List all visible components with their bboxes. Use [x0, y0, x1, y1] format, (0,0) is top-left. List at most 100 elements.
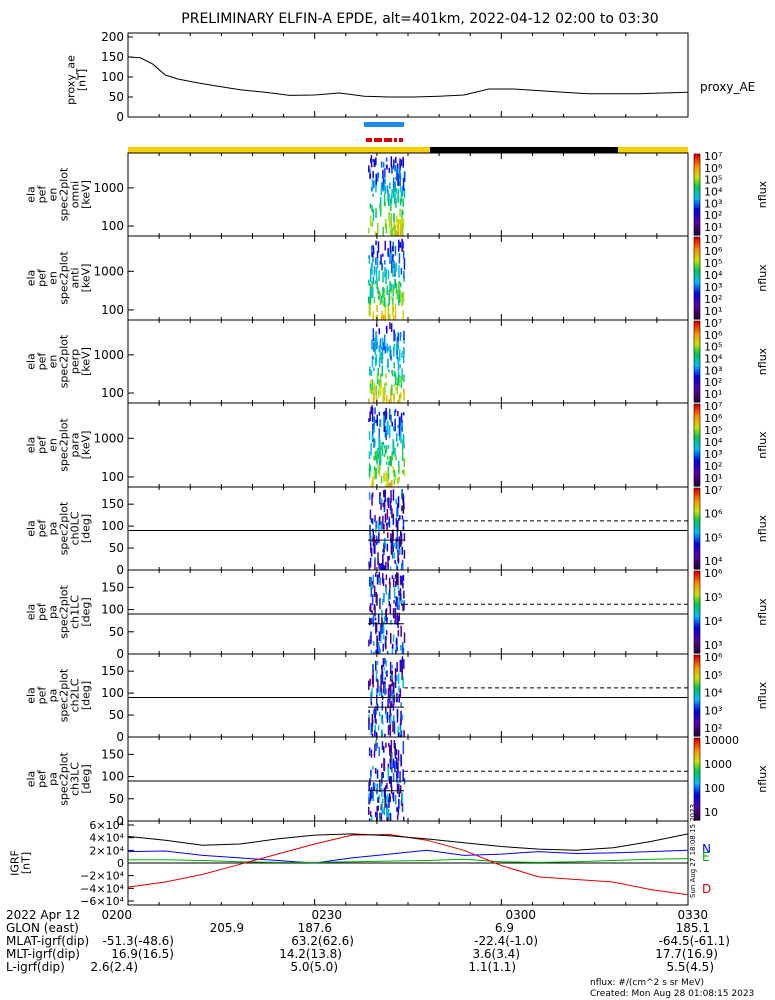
- y-tick-label: 100: [101, 303, 124, 317]
- spectrogram-pixel: [400, 530, 402, 537]
- side-stamp: Sun Aug 27 18:08:15 2023: [689, 804, 697, 898]
- colorbar-swatch: [694, 773, 700, 777]
- spectrogram-pixel: [382, 554, 384, 564]
- spectrogram-pixel: [391, 422, 393, 427]
- colorbar-frame: [693, 320, 701, 403]
- spectrogram-pixel: [381, 664, 383, 676]
- colorbar-tick-label: 10⁷: [704, 150, 722, 163]
- colorbar-swatch: [694, 650, 700, 654]
- spectrogram-pixel: [394, 574, 397, 579]
- spectrogram-pixel: [379, 812, 381, 820]
- spectrogram-pixel: [397, 585, 400, 590]
- spectrogram-pixel: [368, 717, 370, 730]
- spectrogram-pixel: [377, 797, 379, 803]
- spectrogram-pixel: [396, 289, 398, 300]
- spectrogram-pixel: [368, 398, 370, 403]
- spectrogram-pixel: [394, 795, 397, 805]
- spectrogram-pixel: [401, 515, 404, 520]
- spectrogram-pixel: [393, 383, 396, 388]
- spectrogram-pixel: [375, 257, 377, 265]
- spectrogram-pixel: [390, 684, 392, 688]
- spectrogram-pixel: [392, 287, 394, 295]
- colorbar-ch2lc: 10⁶ 10⁵ 10⁴ 10³ 10² nflux: [693, 651, 769, 737]
- panel-perp: 1000100elapefenspec2plotperp[keV]10⁷10⁶1…: [25, 317, 769, 404]
- spectrogram-pixel: [384, 537, 386, 547]
- spectrogram-pixel: [382, 549, 384, 553]
- y-tick-label: 150: [101, 580, 124, 594]
- spectrogram-pixel: [388, 474, 390, 480]
- colorbar-frame: [693, 403, 701, 487]
- colorbar-swatch: [694, 239, 700, 243]
- spectrogram-pixel: [379, 351, 382, 360]
- spectrogram-pixel: [384, 185, 386, 194]
- colorbar-swatch: [694, 628, 700, 632]
- colorbar-swatch: [694, 571, 700, 575]
- spectrogram-pixel: [397, 371, 400, 376]
- colorbar-frame: [693, 654, 701, 737]
- l-v0: 2.6(2.4): [90, 960, 138, 974]
- spectrogram-pixel: [388, 743, 390, 747]
- colorbar-swatch: [694, 751, 700, 755]
- y-axis-label-line: pef: [36, 268, 49, 287]
- spectrogram-pixel: [369, 273, 372, 283]
- colorbar-tick-label: 10⁵: [704, 257, 722, 270]
- spectrogram-pixel: [398, 791, 400, 798]
- spectrogram-pixel: [402, 296, 404, 306]
- y-axis-label: elapefpaspec2plotch0LC[deg]: [25, 501, 93, 555]
- colorbar-tick-label: 10³: [704, 639, 722, 652]
- spectrogram-pixel: [396, 662, 398, 672]
- colorbar-swatch: [694, 644, 700, 649]
- y-tick-label: 0: [116, 563, 124, 577]
- spectrogram-pixel: [387, 688, 390, 699]
- footer-date: 2022 Apr 12: [6, 908, 81, 922]
- colorbar-swatch: [694, 210, 700, 214]
- spectrogram-pixel: [374, 767, 377, 774]
- spectrogram-pixel: [382, 559, 384, 570]
- spectrogram-pixel: [370, 546, 372, 553]
- spectrogram-pixel: [392, 265, 394, 277]
- spectrogram-pixel: [397, 424, 399, 428]
- spectrogram-pixel: [376, 278, 378, 289]
- colorbar-swatch: [694, 305, 700, 309]
- panel-ch3lc: 150 100 50 0 elapefpaspec2plotch3LC[deg] 1000…: [25, 734, 770, 828]
- colorbar-swatch: [694, 258, 700, 263]
- colorbar-swatch: [694, 232, 700, 236]
- spectrogram-pixel: [383, 454, 386, 458]
- science-zone-red-bar: [394, 138, 397, 142]
- colorbar-swatch: [694, 348, 700, 352]
- y-axis-label-line: [deg]: [80, 681, 93, 710]
- spectrogram-pixel: [368, 796, 370, 800]
- tick-0230: 0230: [311, 908, 342, 922]
- spectrogram-pixel: [388, 294, 390, 306]
- science-zone-red-bar: [366, 138, 372, 142]
- colorbar-swatch: [694, 388, 700, 392]
- spectrogram-pixel: [403, 632, 406, 643]
- spectrogram-pixel: [396, 675, 398, 682]
- spectrogram-pixel: [389, 498, 392, 511]
- colorbar-frame: [693, 236, 701, 320]
- colorbar-swatch: [694, 245, 700, 249]
- spectrogram-pixel: [403, 602, 405, 611]
- colorbar-swatch: [694, 504, 700, 508]
- spectrogram-pixel: [375, 208, 377, 214]
- spectrogram-pixel: [377, 725, 380, 731]
- spectrogram-pixel: [385, 641, 387, 650]
- y-tick-label: 100: [101, 519, 124, 533]
- spectrogram-pixel: [394, 615, 397, 624]
- colorbar-swatch: [694, 727, 700, 732]
- colorbar-swatch: [694, 663, 700, 667]
- spectrogram-pixel: [368, 639, 370, 647]
- spectrogram-pixel: [381, 617, 383, 627]
- spectrogram-pixel: [402, 210, 404, 216]
- colorbar-swatch: [694, 181, 700, 185]
- spectrogram-pixel: [397, 496, 400, 508]
- y-tick-label: 1000: [93, 181, 124, 195]
- spectrogram-pixel: [381, 701, 384, 711]
- y-axis-label-line: en: [47, 271, 60, 285]
- colorbar-swatch: [694, 754, 700, 758]
- spectrogram-pixel: [380, 783, 383, 787]
- spectrogram-pixel: [378, 290, 380, 295]
- spectrogram-pixel: [387, 563, 389, 570]
- spectrogram-pixel: [378, 746, 380, 757]
